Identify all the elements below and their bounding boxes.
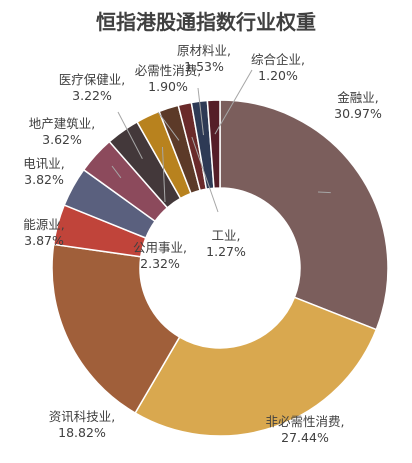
category-label-utilities: 公用事业, bbox=[133, 240, 187, 255]
data-label-consumer-discretionary: 非必需性消费, 27.44% bbox=[266, 414, 345, 445]
leader-lines-group bbox=[111, 69, 331, 213]
value-label-property: 3.62% bbox=[42, 132, 82, 147]
data-label-industrials: 工业, 1.27% bbox=[206, 228, 246, 259]
data-label-materials: 原材料业, 1.53% bbox=[177, 43, 231, 74]
slice-financials bbox=[219, 99, 389, 331]
leader-line-industrials bbox=[191, 136, 219, 213]
leader-line-materials bbox=[197, 87, 204, 136]
value-label-utilities: 2.32% bbox=[140, 256, 180, 271]
category-label-property: 地产建筑业, bbox=[29, 116, 95, 131]
chart-title: 恒指港股通指数行业权重 bbox=[96, 10, 316, 34]
category-label-healthcare: 医疗保健业, bbox=[59, 72, 125, 87]
value-label-energy: 3.87% bbox=[24, 233, 64, 248]
leader-line-property bbox=[111, 165, 122, 179]
value-label-materials: 1.53% bbox=[184, 59, 224, 74]
leader-line-financials bbox=[317, 191, 331, 194]
data-label-telecom: 电讯业, 3.82% bbox=[23, 156, 64, 187]
value-label-consumer-discretionary: 27.44% bbox=[281, 430, 329, 445]
data-label-healthcare: 医疗保健业, 3.22% bbox=[59, 72, 125, 103]
value-label-conglomerates: 1.20% bbox=[258, 68, 298, 83]
data-label-property: 地产建筑业, 3.62% bbox=[29, 116, 95, 147]
category-label-consumer-staples: 必需性消费, bbox=[135, 63, 201, 78]
leader-line-conglomerates bbox=[214, 69, 253, 135]
leader-line-healthcare bbox=[117, 111, 143, 159]
labels-group: 金融业, 30.97%非必需性消费, 27.44%资讯科技业, 18.82%能源业, 3… bbox=[23, 43, 382, 445]
category-label-consumer-discretionary: 非必需性消费, bbox=[266, 414, 345, 429]
category-label-industrials: 工业, bbox=[212, 228, 241, 243]
data-label-it: 资讯科技业, 18.82% bbox=[49, 409, 115, 440]
category-label-energy: 能源业, bbox=[23, 217, 64, 232]
data-label-utilities: 公用事业, 2.32% bbox=[133, 240, 187, 271]
slice-consumer-discretionary bbox=[134, 296, 378, 437]
leader-line-utilities bbox=[161, 146, 166, 203]
slice-conglomerates bbox=[206, 99, 221, 190]
value-label-industrials: 1.27% bbox=[206, 244, 246, 259]
data-label-energy: 能源业, 3.87% bbox=[23, 217, 64, 248]
data-label-conglomerates: 综合企业, 1.20% bbox=[251, 52, 305, 83]
data-label-financials: 金融业, 30.97% bbox=[334, 90, 382, 121]
category-label-telecom: 电讯业, bbox=[23, 156, 64, 171]
data-label-consumer-staples: 必需性消费, 1.90% bbox=[135, 63, 201, 94]
value-label-it: 18.82% bbox=[58, 425, 106, 440]
category-label-financials: 金融业, bbox=[337, 90, 378, 105]
value-label-consumer-staples: 1.90% bbox=[148, 79, 188, 94]
category-label-it: 资讯科技业, bbox=[49, 409, 115, 424]
category-label-conglomerates: 综合企业, bbox=[251, 52, 305, 67]
value-label-healthcare: 3.22% bbox=[72, 88, 112, 103]
value-label-financials: 30.97% bbox=[334, 106, 382, 121]
slices-group bbox=[51, 99, 389, 437]
slice-it bbox=[51, 243, 181, 415]
leader-line-consumer-staples bbox=[157, 111, 180, 141]
value-label-telecom: 3.82% bbox=[24, 172, 64, 187]
category-label-materials: 原材料业, bbox=[177, 43, 231, 58]
